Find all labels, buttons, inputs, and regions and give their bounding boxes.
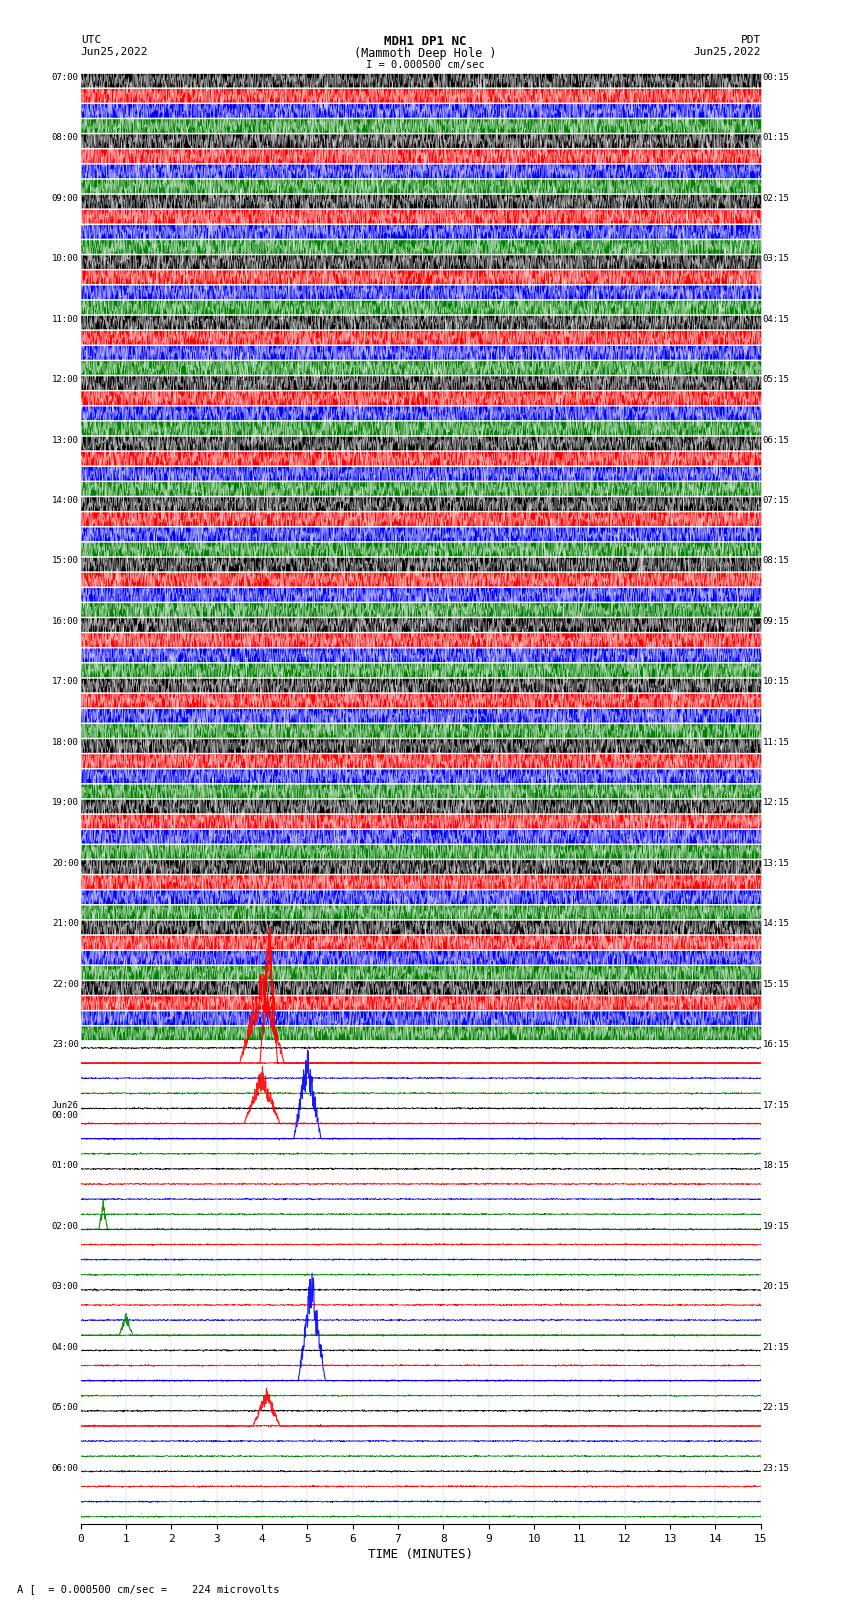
Text: 19:15: 19:15 (762, 1223, 790, 1231)
Text: 15:15: 15:15 (762, 979, 790, 989)
Text: 09:15: 09:15 (762, 618, 790, 626)
Text: 10:15: 10:15 (762, 677, 790, 687)
Text: 23:00: 23:00 (52, 1040, 79, 1050)
Text: (Mammoth Deep Hole ): (Mammoth Deep Hole ) (354, 47, 496, 60)
Text: 13:00: 13:00 (52, 436, 79, 445)
Text: 16:00: 16:00 (52, 618, 79, 626)
Text: 17:15: 17:15 (762, 1100, 790, 1110)
Text: 15:00: 15:00 (52, 556, 79, 566)
Text: 09:00: 09:00 (52, 194, 79, 203)
Text: 00:15: 00:15 (762, 73, 790, 82)
Text: 06:00: 06:00 (52, 1465, 79, 1473)
Text: 21:15: 21:15 (762, 1342, 790, 1352)
Text: 01:15: 01:15 (762, 134, 790, 142)
Text: 01:00: 01:00 (52, 1161, 79, 1171)
Text: 08:00: 08:00 (52, 134, 79, 142)
Text: 04:00: 04:00 (52, 1342, 79, 1352)
Text: 12:00: 12:00 (52, 376, 79, 384)
Text: 16:15: 16:15 (762, 1040, 790, 1050)
Text: PDT: PDT (740, 35, 761, 45)
Text: 03:00: 03:00 (52, 1282, 79, 1292)
Text: 11:00: 11:00 (52, 315, 79, 324)
Text: 13:15: 13:15 (762, 858, 790, 868)
Text: 08:15: 08:15 (762, 556, 790, 566)
Text: 11:15: 11:15 (762, 739, 790, 747)
Text: 18:00: 18:00 (52, 739, 79, 747)
Text: 04:15: 04:15 (762, 315, 790, 324)
Text: 23:15: 23:15 (762, 1465, 790, 1473)
Text: Jun25,2022: Jun25,2022 (81, 47, 148, 56)
Text: 18:15: 18:15 (762, 1161, 790, 1171)
Text: 14:00: 14:00 (52, 497, 79, 505)
X-axis label: TIME (MINUTES): TIME (MINUTES) (368, 1548, 473, 1561)
Text: 19:00: 19:00 (52, 798, 79, 808)
Text: 10:00: 10:00 (52, 255, 79, 263)
Text: 02:00: 02:00 (52, 1223, 79, 1231)
Text: 22:00: 22:00 (52, 979, 79, 989)
Text: 20:15: 20:15 (762, 1282, 790, 1292)
Text: 17:00: 17:00 (52, 677, 79, 687)
Text: 14:15: 14:15 (762, 919, 790, 929)
Text: 05:00: 05:00 (52, 1403, 79, 1413)
Text: 22:15: 22:15 (762, 1403, 790, 1413)
Text: Jun25,2022: Jun25,2022 (694, 47, 761, 56)
Text: I = 0.000500 cm/sec: I = 0.000500 cm/sec (366, 60, 484, 69)
Text: 21:00: 21:00 (52, 919, 79, 929)
Text: 12:15: 12:15 (762, 798, 790, 808)
Text: 03:15: 03:15 (762, 255, 790, 263)
Text: 20:00: 20:00 (52, 858, 79, 868)
Text: UTC: UTC (81, 35, 101, 45)
Text: 07:15: 07:15 (762, 497, 790, 505)
Text: 07:00: 07:00 (52, 73, 79, 82)
Text: 02:15: 02:15 (762, 194, 790, 203)
Text: 05:15: 05:15 (762, 376, 790, 384)
Text: A [  = 0.000500 cm/sec =    224 microvolts: A [ = 0.000500 cm/sec = 224 microvolts (17, 1584, 280, 1594)
Text: Jun26
00:00: Jun26 00:00 (52, 1100, 79, 1119)
Text: 06:15: 06:15 (762, 436, 790, 445)
Text: MDH1 DP1 NC: MDH1 DP1 NC (383, 35, 467, 48)
